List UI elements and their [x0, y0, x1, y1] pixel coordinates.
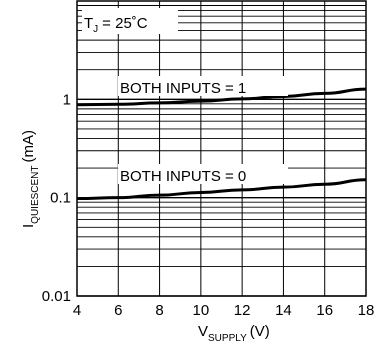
x-tick-label: 10 [193, 302, 210, 319]
x-tick-label: 4 [73, 302, 81, 319]
y-tick-label: 0.01 [42, 288, 71, 305]
y-tick-label: 1 [63, 91, 71, 108]
x-tick-label: 14 [275, 302, 292, 319]
temp-annotation-bg [82, 8, 178, 34]
series-line-1 [76, 178, 367, 201]
series-label-both-inputs-0: BOTH INPUTS = 0 [120, 168, 246, 185]
y-tick-labels: 0.01 0.1 1 [42, 91, 71, 305]
grid-lines [76, 1, 367, 297]
x-tick-label: 6 [114, 302, 122, 319]
series-label-both-inputs-1: BOTH INPUTS = 1 [120, 80, 246, 97]
x-tick-label: 8 [155, 302, 163, 319]
x-tick-label: 12 [234, 302, 251, 319]
series-label-bg-1 [118, 76, 288, 96]
series-label-bg-0 [118, 164, 288, 184]
series-line-0 [76, 87, 367, 107]
y-axis-label: IQUIESCENT(mA) [20, 130, 41, 228]
series-lines [76, 87, 367, 201]
x-tick-labels: 4 6 8 10 12 14 16 18 [73, 302, 375, 319]
x-tick-label: 18 [358, 302, 375, 319]
plot-frame [76, 0, 367, 297]
x-tick-label: 16 [316, 302, 333, 319]
y-tick-label: 0.1 [50, 190, 71, 207]
temp-annotation: TJ = 25˚C [84, 15, 148, 35]
x-axis-label: VSUPPLY (V) [198, 323, 270, 344]
